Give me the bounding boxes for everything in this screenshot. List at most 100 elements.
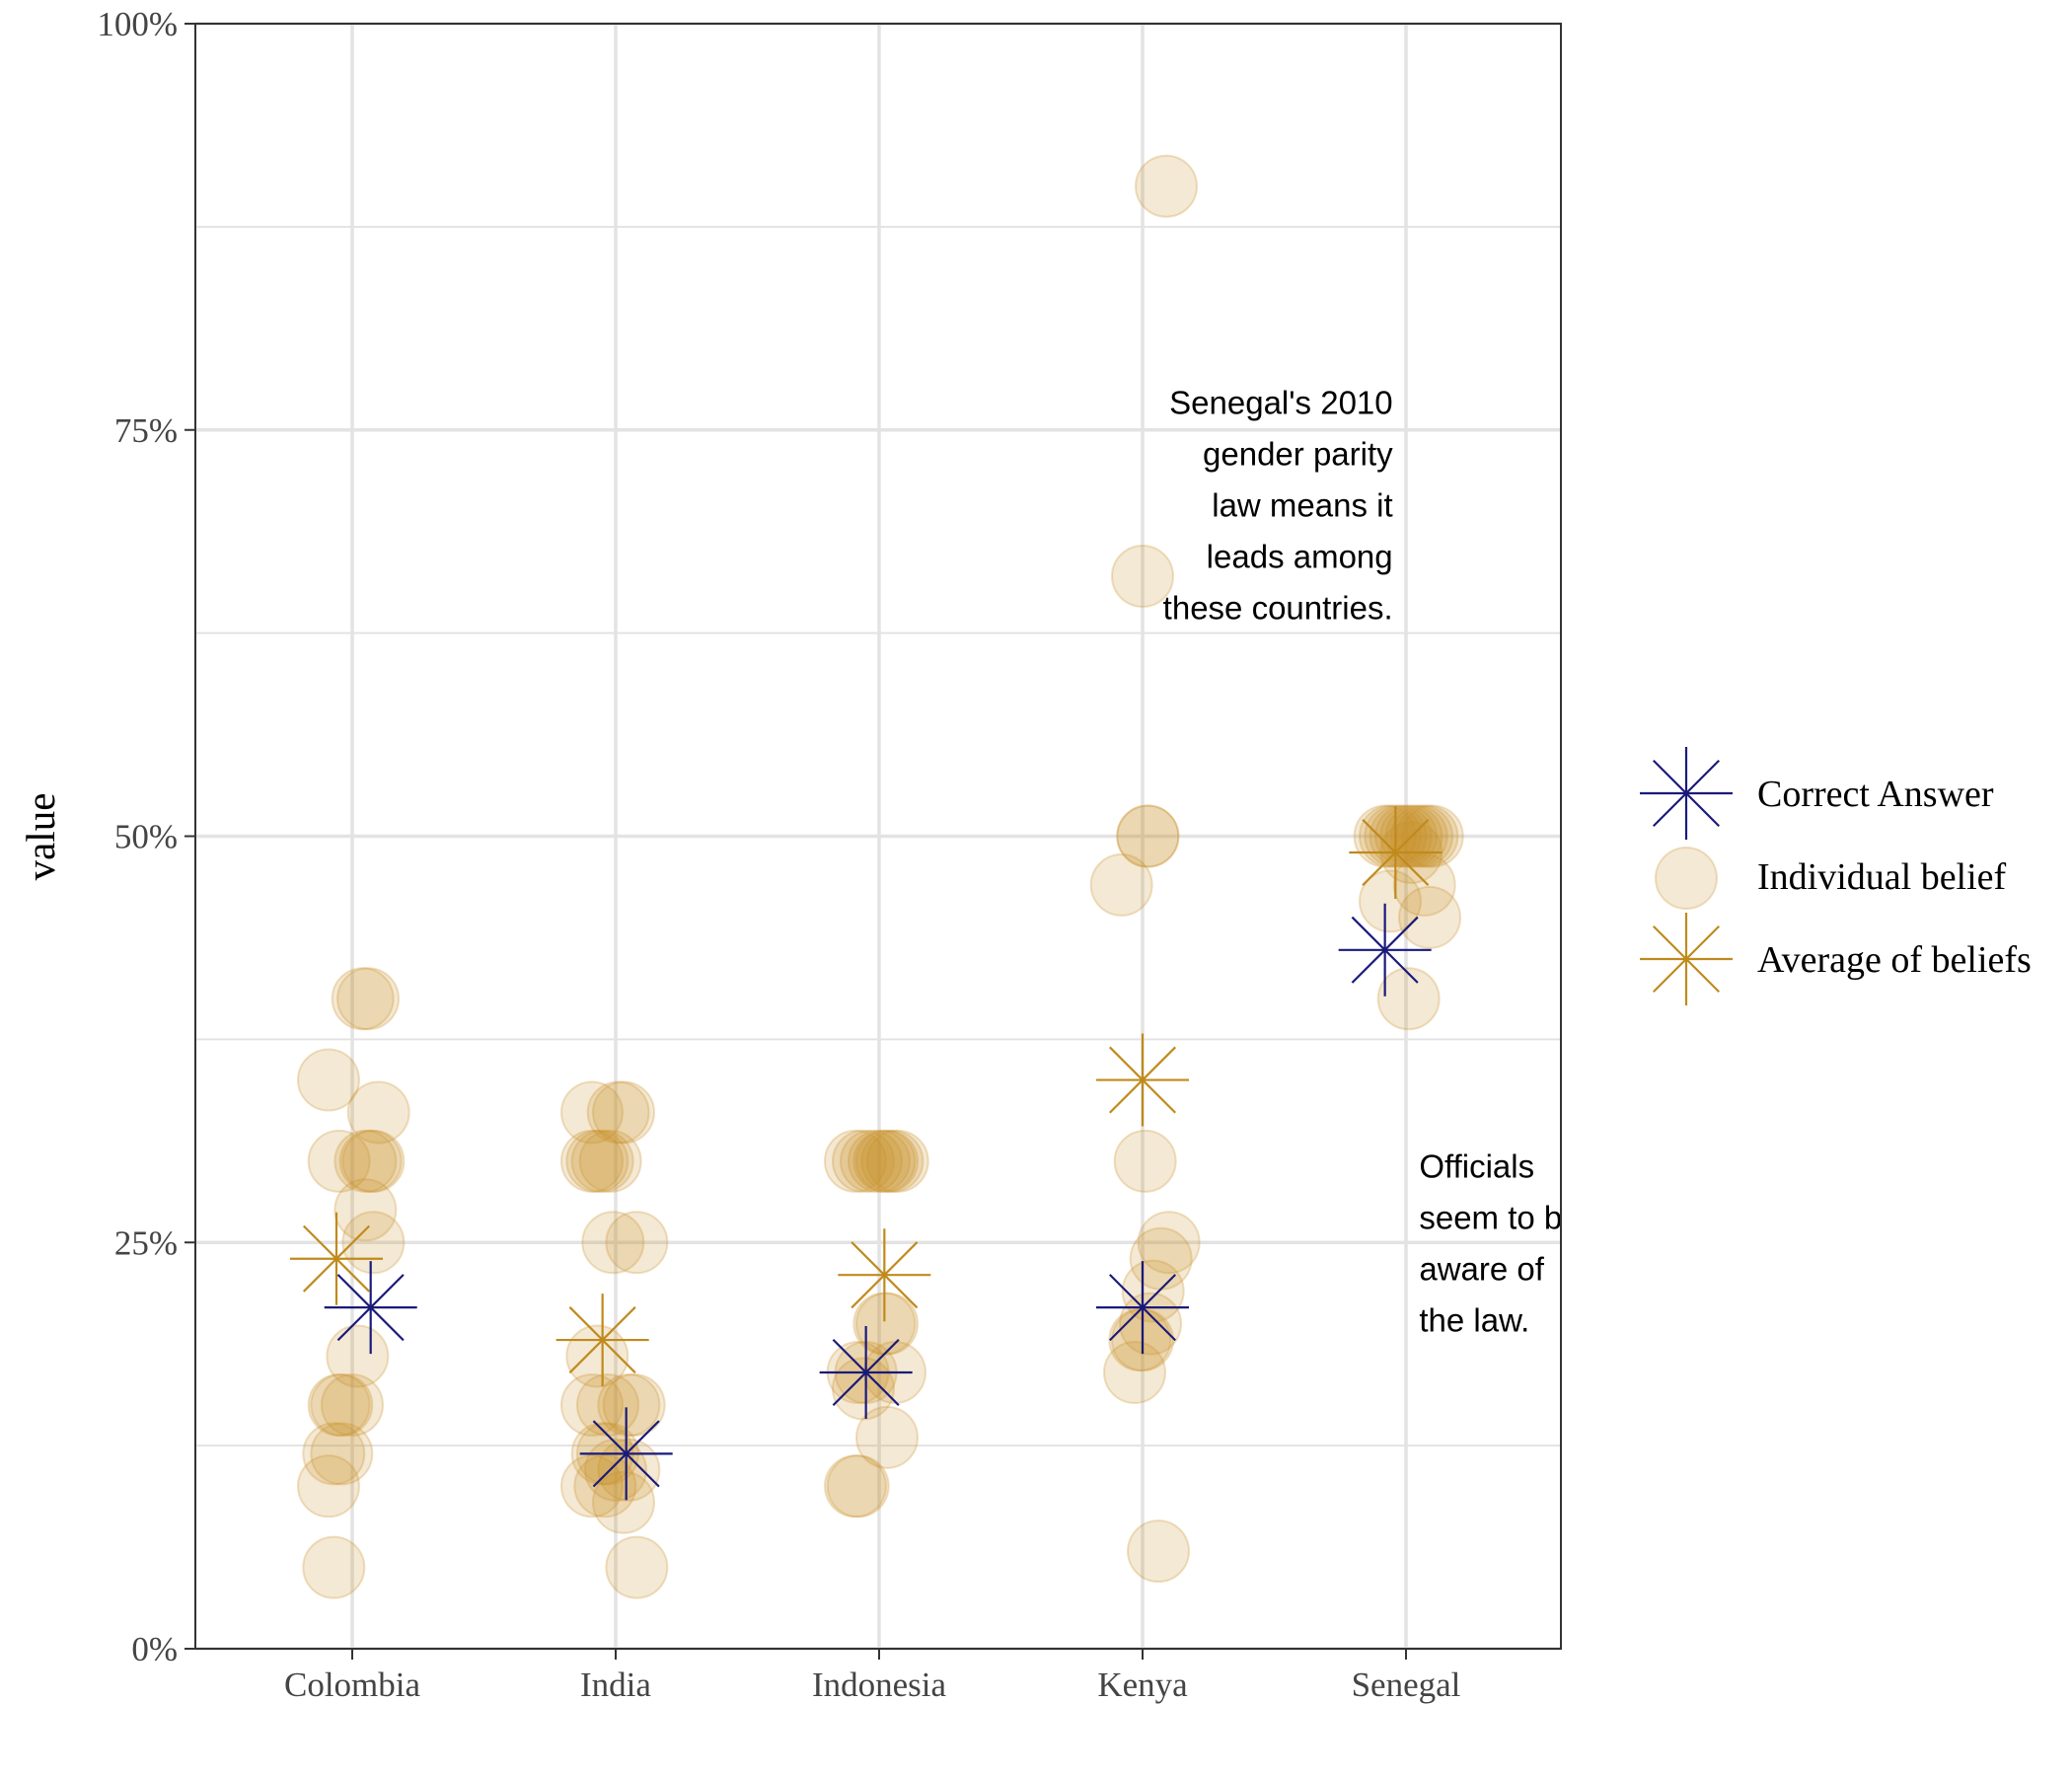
belief-point: [855, 1405, 920, 1469]
y-tick-label: 75%: [114, 411, 178, 450]
y-tick-label: 100%: [97, 5, 178, 43]
belief-point: [848, 1129, 911, 1193]
belief-point: [333, 1178, 398, 1242]
belief-point: [310, 1422, 374, 1486]
legend-key-correct: [1640, 747, 1733, 840]
belief-point: [602, 1372, 666, 1437]
belief-point: [326, 1324, 390, 1388]
belief-point: [1398, 885, 1462, 949]
belief-point: [559, 1454, 624, 1518]
belief-point: [296, 1454, 360, 1518]
belief-point: [1116, 804, 1180, 868]
belief-point: [852, 1129, 917, 1193]
belief-point: [826, 1454, 890, 1518]
annotation-line: Senegal's 2010: [1169, 384, 1393, 420]
belief-point: [1376, 967, 1441, 1031]
belief-point: [559, 1372, 624, 1437]
belief-point: [346, 1080, 410, 1145]
average-point: [1096, 1033, 1189, 1127]
annotation-line: gender parity: [1203, 435, 1393, 472]
belief-point: [605, 1211, 669, 1275]
belief-point: [1102, 1341, 1166, 1405]
belief-point: [341, 1129, 406, 1193]
belief-point: [592, 1470, 656, 1534]
belief-point: [307, 1372, 371, 1437]
belief-point: [581, 1211, 645, 1275]
x-tick-label: Indonesia: [812, 1665, 947, 1704]
belief-point: [1392, 852, 1456, 917]
belief-point: [1111, 544, 1174, 608]
average-point: [1349, 805, 1443, 899]
correct-answer-point: [819, 1326, 913, 1420]
axes: 0% 25% 50% 75% 100% Colombia India Indonesia Ken…: [97, 5, 1460, 1704]
belief-point: [823, 1454, 887, 1518]
data-points: [289, 154, 1464, 1599]
belief-point: [1135, 154, 1199, 218]
correct-answer-point: [1338, 903, 1432, 997]
average-point: [555, 1294, 649, 1387]
belief-point: [605, 1535, 669, 1599]
correct-answer-point: [1096, 1261, 1189, 1355]
x-tick-label: Kenya: [1097, 1665, 1188, 1704]
annotation-line: the law.: [1419, 1301, 1529, 1338]
y-tick-label: 25%: [114, 1223, 178, 1262]
annotation-line: leads among: [1207, 538, 1393, 574]
belief-point: [597, 1372, 661, 1437]
belief-point: [336, 967, 401, 1031]
belief-point: [559, 1129, 624, 1193]
average-point: [289, 1212, 383, 1305]
legend-label: Average of beliefs: [1757, 939, 2032, 981]
belief-point: [565, 1129, 629, 1193]
belief-point: [839, 1129, 903, 1193]
belief-point: [307, 1129, 371, 1193]
belief-point: [331, 967, 395, 1031]
belief-point: [855, 1292, 920, 1356]
annotation-officials-note: Officials seem to be aware of the law.: [1419, 1147, 1580, 1338]
correct-answer-point: [579, 1407, 673, 1501]
belief-point: [570, 1129, 634, 1193]
annotation-senegal-note: Senegal's 2010 gender parity law means it l…: [1163, 384, 1393, 626]
belief-point: [855, 1129, 920, 1193]
belief-point: [592, 1080, 656, 1145]
x-tick-label: Colombia: [284, 1665, 421, 1704]
annotation-line: Officials: [1419, 1147, 1534, 1184]
legend: Correct Answer Individual belief Average o…: [1640, 747, 2032, 1005]
belief-point: [1127, 1519, 1191, 1584]
belief-point: [338, 1129, 403, 1193]
belief-point: [296, 1048, 360, 1112]
belief-point: [1358, 869, 1422, 933]
belief-point: [302, 1422, 366, 1486]
belief-point: [1137, 1211, 1201, 1275]
y-tick-label: 0%: [131, 1630, 178, 1668]
annotations: Senegal's 2010 gender parity law means it l…: [1163, 384, 1580, 1338]
correct-answer-point: [324, 1261, 417, 1355]
belief-point: [586, 1080, 650, 1145]
belief-point: [310, 1372, 374, 1437]
belief-point: [573, 1454, 637, 1518]
belief-point: [823, 1129, 887, 1193]
belief-point: [1116, 804, 1180, 868]
annotation-line: seem to be: [1419, 1199, 1580, 1235]
belief-point: [865, 1129, 929, 1193]
belief-point: [831, 1129, 895, 1193]
legend-label: Correct Answer: [1757, 774, 1994, 815]
x-tick-label: India: [580, 1665, 651, 1704]
y-axis-title: value: [18, 793, 63, 881]
x-tick-label: Senegal: [1352, 1665, 1461, 1704]
average-point: [838, 1228, 931, 1322]
belief-point: [559, 1080, 624, 1145]
legend-label: Individual belief: [1757, 856, 2007, 898]
annotation-line: aware of: [1419, 1250, 1544, 1287]
belief-point: [1089, 852, 1153, 917]
annotation-line: law means it: [1212, 486, 1392, 523]
y-tick-label: 50%: [114, 818, 178, 856]
annotation-line: these countries.: [1163, 589, 1393, 626]
belief-point: [860, 1129, 925, 1193]
belief-point: [333, 1129, 398, 1193]
legend-key-average: [1640, 913, 1733, 1005]
belief-point: [302, 1535, 366, 1599]
belief-point: [321, 1372, 384, 1437]
belief-point: [1113, 1129, 1177, 1193]
